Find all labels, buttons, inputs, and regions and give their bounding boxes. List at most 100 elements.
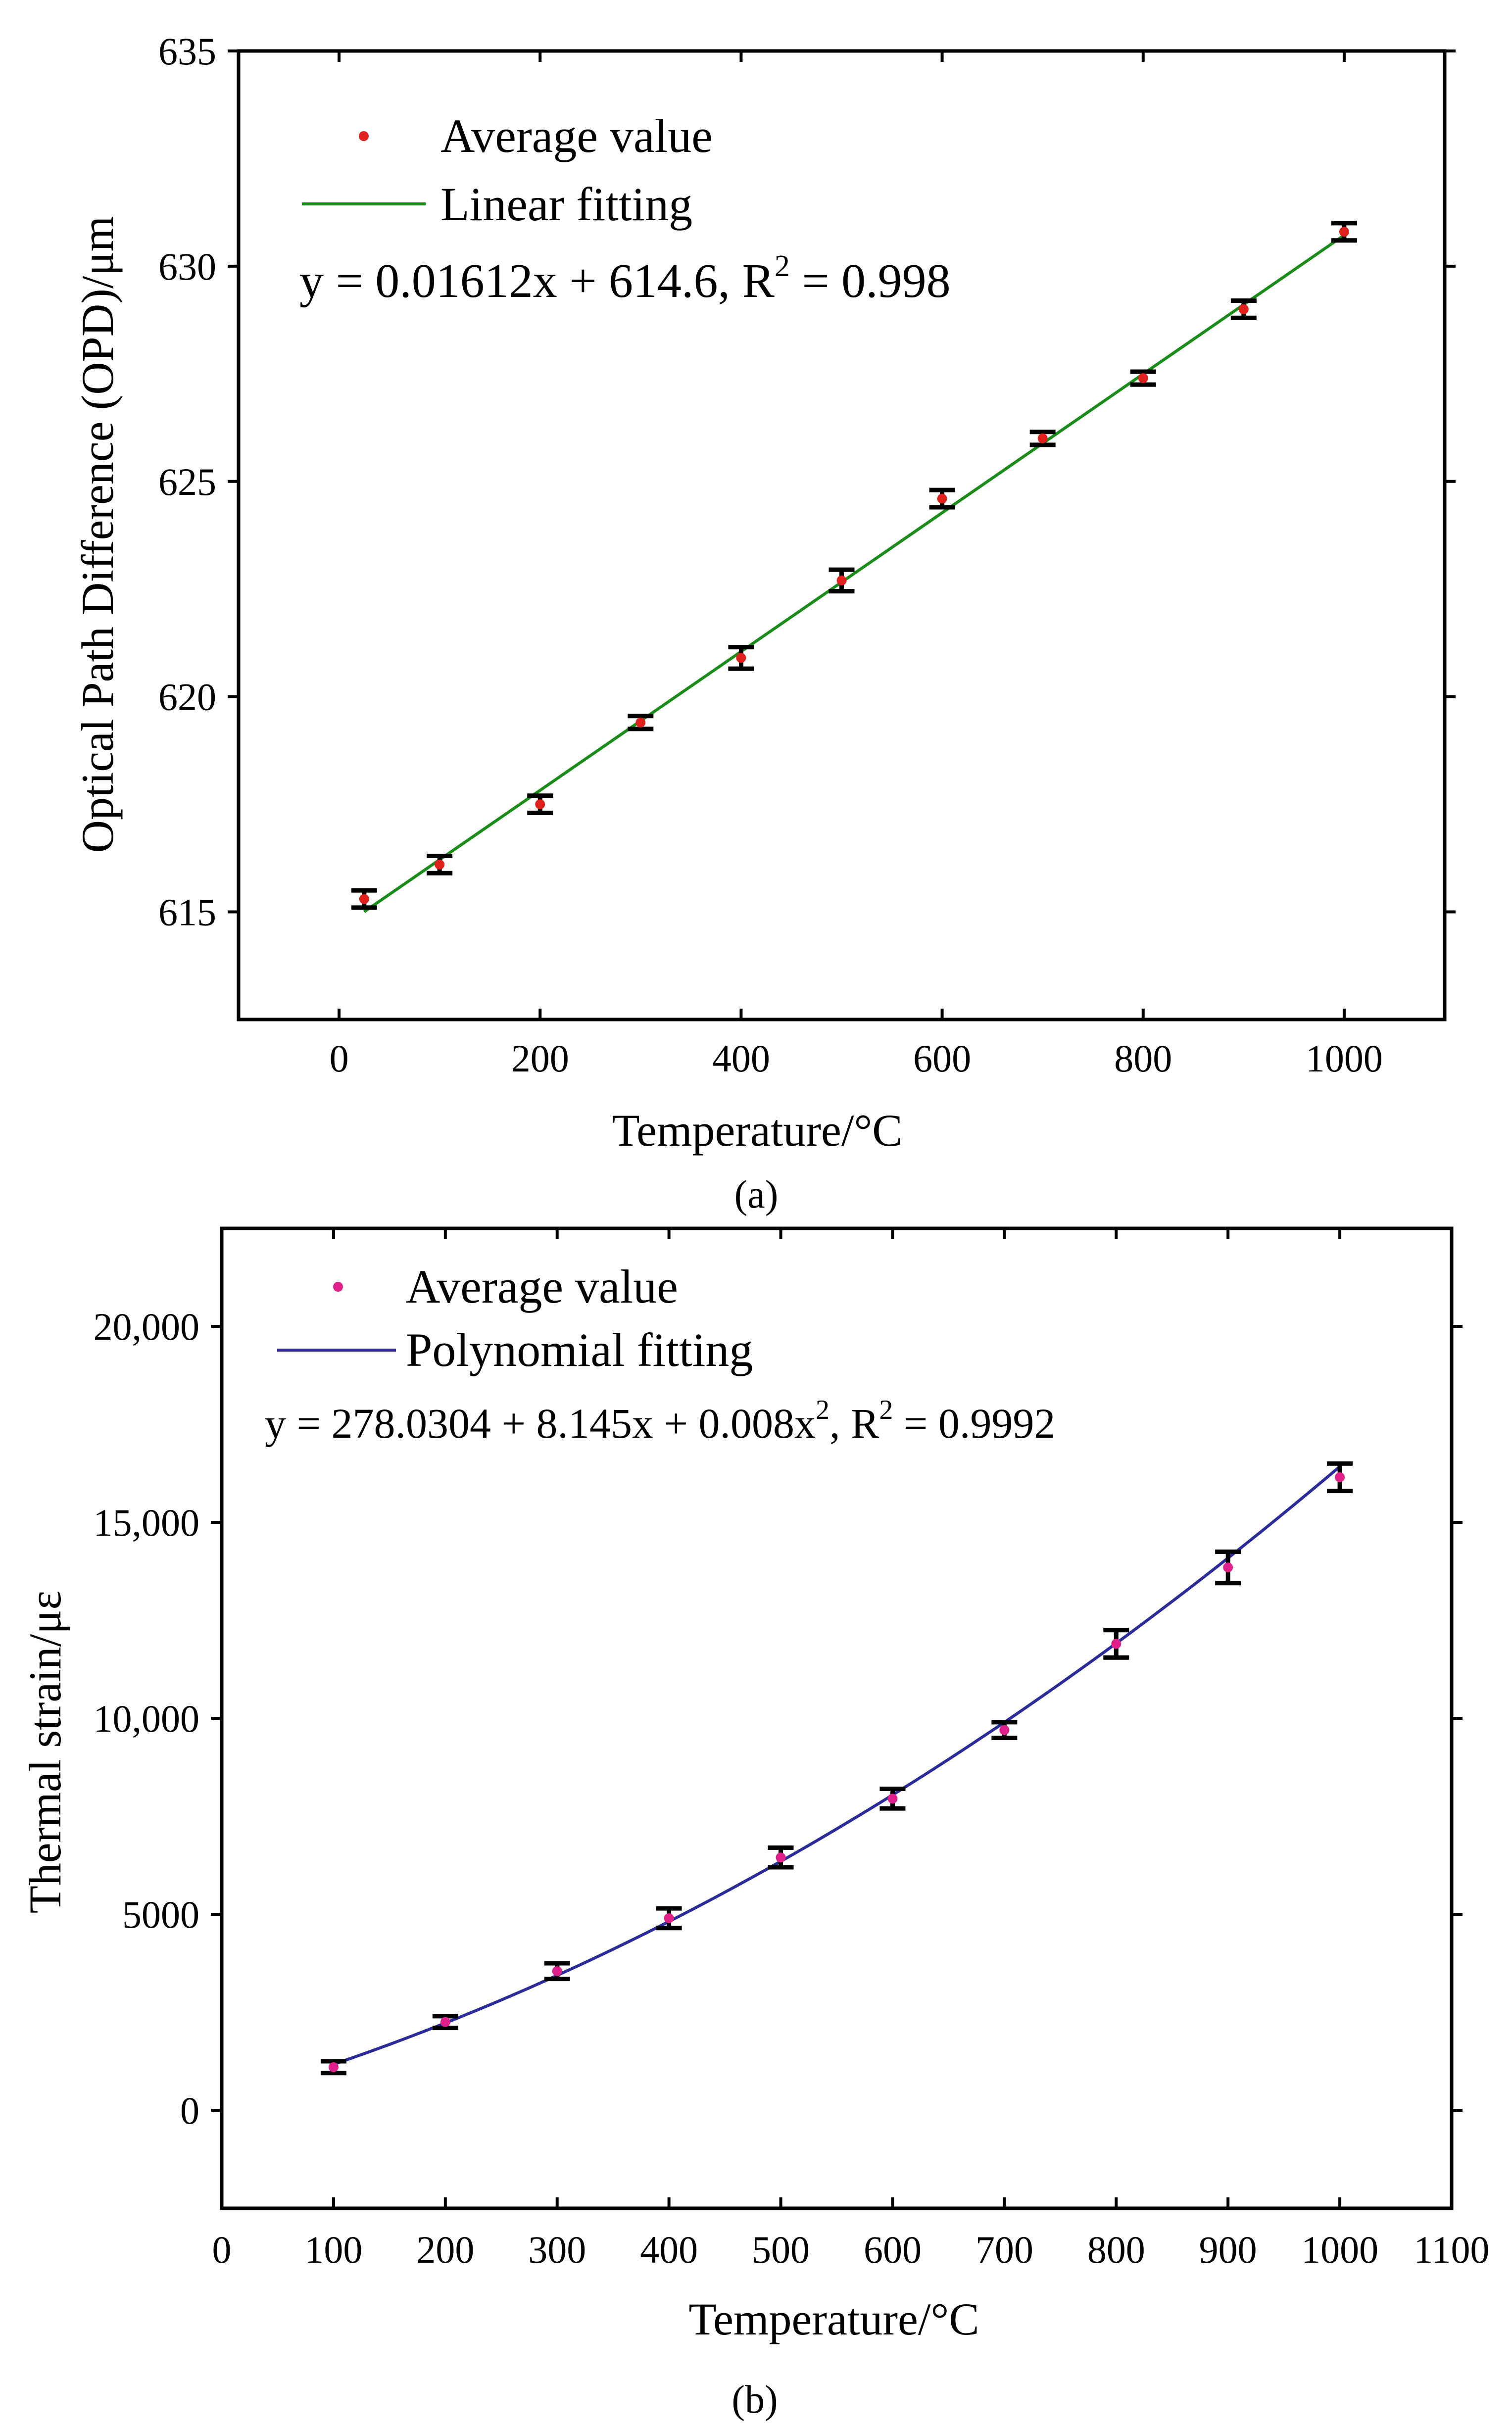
- data-marker: [552, 1966, 562, 1976]
- x-tick-label: 400: [640, 2228, 698, 2271]
- fit-curve: [333, 1465, 1341, 2066]
- data-point: [768, 1845, 794, 1870]
- data-point: [1327, 1461, 1353, 1494]
- panel-b-y-axis-title: Thermal strain/με: [20, 1591, 70, 1914]
- panel-b-plot-area: [320, 1461, 1353, 2076]
- x-tick-label: 700: [975, 2228, 1033, 2271]
- x-tick-label: 1100: [1414, 2228, 1489, 2271]
- panel-b-x-axis: 0 100 200 300 400 500 600 700 800 900 1000 1100: [212, 1228, 1490, 2271]
- equation-tail: = 0.9992: [893, 1400, 1055, 1447]
- x-tick-label: 200: [416, 2228, 474, 2271]
- legend-label-average-value: Average value: [440, 109, 713, 162]
- data-marker: [736, 653, 746, 663]
- data-marker: [776, 1852, 786, 1863]
- data-point: [991, 1720, 1018, 1741]
- data-marker: [836, 575, 847, 585]
- panel-a-label: (a): [734, 1173, 779, 1216]
- data-marker: [1138, 373, 1148, 384]
- data-marker: [1335, 1472, 1345, 1482]
- panel-b-fit-equation: y = 278.0304 + 8.145x + 0.008x2, R2 = 0.…: [265, 1395, 1055, 1447]
- panel-b-x-axis-title: Temperature/°C: [688, 2294, 979, 2344]
- x-tick-label: 100: [304, 2228, 362, 2271]
- equation-mid: , R: [829, 1400, 879, 1447]
- x-tick-label: 1000: [1306, 1037, 1383, 1080]
- panel-b-y-axis: 0 5000 10,000 15,000 20,000: [94, 1305, 1463, 2132]
- data-point: [544, 1961, 570, 1982]
- data-point: [1130, 369, 1156, 387]
- data-point: [656, 1906, 682, 1931]
- x-tick-label: 0: [330, 1037, 349, 1080]
- data-marker: [887, 1794, 898, 1804]
- panel-a-plot-area: [351, 221, 1357, 913]
- data-marker: [440, 2017, 450, 2027]
- legend-label-linear-fitting: Linear fitting: [440, 178, 692, 231]
- data-point: [1215, 1549, 1241, 1586]
- data-point: [1029, 430, 1056, 447]
- panel-a-y-axis: 615 620 625 630 635: [158, 30, 1456, 934]
- panel-a-fit-equation: y = 0.01612x + 614.6, R2 = 0.998: [299, 249, 951, 308]
- x-tick-label: 800: [1114, 1037, 1172, 1080]
- equation-superscript-2: 2: [879, 1395, 893, 1425]
- data-point: [1230, 298, 1257, 320]
- x-tick-label: 200: [511, 1037, 569, 1080]
- y-tick-label: 10,000: [94, 1697, 200, 1740]
- data-marker: [328, 2062, 339, 2072]
- data-marker: [1037, 433, 1048, 443]
- y-tick-label: 635: [158, 30, 216, 73]
- data-point: [427, 853, 453, 875]
- legend-label-polynomial-fitting: Polynomial fitting: [406, 1323, 753, 1376]
- y-tick-label: 5000: [122, 1893, 199, 1936]
- x-tick-label: 600: [913, 1037, 971, 1080]
- data-marker: [664, 1913, 674, 1923]
- data-marker: [1238, 304, 1249, 314]
- legend-label-average-value: Average value: [406, 1260, 678, 1313]
- equation-main: y = 0.01612x + 614.6, R: [299, 254, 775, 308]
- x-tick-label: 1000: [1301, 2228, 1378, 2271]
- data-marker: [1111, 1639, 1122, 1649]
- data-point: [929, 487, 955, 510]
- data-marker: [635, 717, 646, 728]
- panel-a-legend: Average value Linear fitting: [302, 109, 713, 231]
- panel-a-chart: 0 200 400 600 800 1000 615 620 625 630 635 Temper…: [72, 30, 1456, 1216]
- panel-a-frame: [237, 49, 1447, 1021]
- data-point: [829, 567, 855, 594]
- equation-superscript: 2: [775, 249, 790, 283]
- panel-a-x-axis-title: Temperature/°C: [612, 1105, 902, 1156]
- x-tick-label: 0: [212, 2228, 232, 2271]
- data-marker: [435, 859, 445, 870]
- data-point: [351, 888, 377, 910]
- data-point: [728, 645, 754, 671]
- data-point: [628, 714, 654, 731]
- x-tick-label: 400: [712, 1037, 770, 1080]
- data-point: [320, 2059, 346, 2076]
- x-tick-label: 800: [1087, 2228, 1145, 2271]
- y-tick-label: 15,000: [94, 1501, 200, 1544]
- equation-tail: = 0.998: [790, 254, 951, 308]
- x-tick-label: 600: [864, 2228, 922, 2271]
- data-point: [432, 2014, 458, 2031]
- equation-main: y = 278.0304 + 8.145x + 0.008x: [265, 1400, 816, 1447]
- x-tick-label: 300: [528, 2228, 586, 2271]
- equation-superscript-1: 2: [816, 1395, 829, 1425]
- data-point: [1103, 1628, 1129, 1660]
- y-tick-label: 620: [158, 676, 216, 719]
- data-marker: [1339, 227, 1349, 237]
- data-marker: [999, 1725, 1010, 1735]
- y-tick-label: 630: [158, 245, 216, 288]
- y-tick-label: 625: [158, 460, 216, 503]
- y-tick-label: 20,000: [94, 1305, 200, 1348]
- x-tick-label: 500: [752, 2228, 810, 2271]
- x-tick-label: 900: [1199, 2228, 1257, 2271]
- data-marker: [359, 894, 369, 904]
- data-marker: [1223, 1562, 1233, 1573]
- y-tick-label: 615: [158, 891, 216, 934]
- panel-b-chart: 0 100 200 300 400 500 600 700 800 900 1000 1100 0 50…: [20, 1226, 1490, 2422]
- data-point: [527, 793, 553, 816]
- legend-marker-average-value: [359, 131, 369, 141]
- panel-a-x-axis: 0 200 400 600 800 1000: [330, 51, 1383, 1080]
- data-marker: [535, 799, 545, 810]
- panel-b-frame: [220, 1226, 1454, 2210]
- fit-line: [363, 234, 1345, 913]
- data-point: [879, 1787, 906, 1811]
